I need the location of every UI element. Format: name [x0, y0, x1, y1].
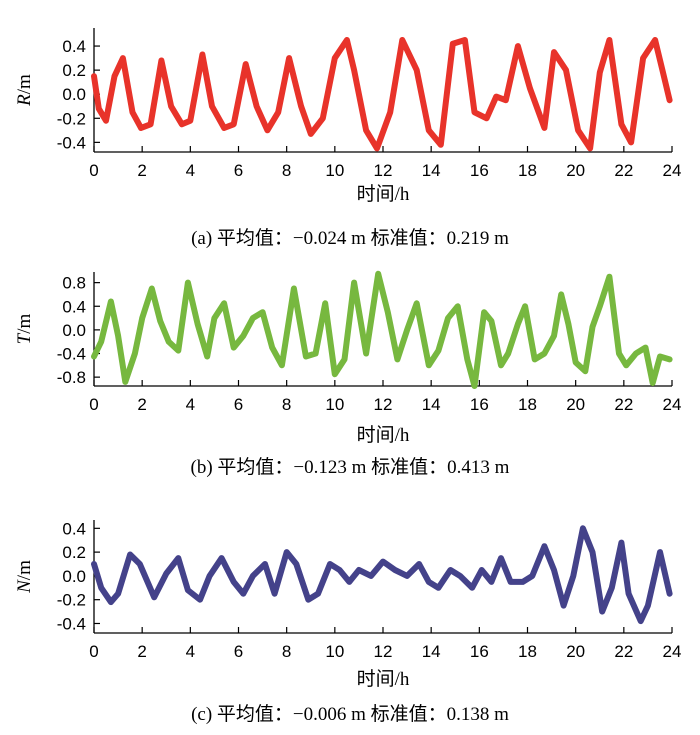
y-tick-label: -0.8 [57, 368, 86, 387]
x-tick-label: 6 [234, 161, 243, 180]
x-tick-label: 6 [234, 395, 243, 414]
x-tick-label: 24 [663, 161, 682, 180]
panel-caption: (b) 平均值：−0.123 m 标准值：0.413 m [191, 456, 510, 478]
x-tick-label: 20 [566, 161, 585, 180]
x-tick-label: 8 [282, 161, 291, 180]
x-tick-label: 12 [374, 395, 393, 414]
panel-caption: (a) 平均值：−0.024 m 标准值：0.219 m [191, 227, 509, 249]
x-tick-label: 24 [663, 395, 682, 414]
y-tick-label: 0.2 [62, 543, 86, 562]
x-tick-label: 10 [325, 395, 344, 414]
x-tick-label: 2 [137, 395, 146, 414]
series-line [91, 37, 673, 152]
x-axis-label: 时间/h [357, 668, 410, 690]
y-tick-label: -0.2 [57, 591, 86, 610]
y-axis-label: T/m [14, 313, 35, 344]
x-tick-label: 18 [518, 161, 537, 180]
y-axis-variable: R [14, 94, 35, 107]
x-tick-label: 14 [422, 395, 441, 414]
x-tick-label: 0 [89, 161, 98, 180]
y-axis-unit: /m [14, 313, 35, 333]
y-tick-label: 0.0 [62, 567, 86, 586]
x-axis-label: 时间/h [357, 424, 410, 446]
panel-a: 0 2 4 6 8 10 12 14 16 18 20 22 240.40.20.0-0.2-0.4R/… [14, 28, 681, 249]
y-tick-label: 0.8 [62, 274, 86, 293]
y-tick-label: 0.4 [62, 37, 86, 56]
x-tick-label: 10 [325, 642, 344, 661]
x-tick-label: 2 [137, 642, 146, 661]
y-tick-label: 0.0 [62, 85, 86, 104]
x-tick-label: 16 [470, 161, 489, 180]
x-tick-label: 16 [470, 642, 489, 661]
x-tick-label: 4 [186, 161, 195, 180]
x-tick-label: 18 [518, 642, 537, 661]
y-axis-label: N/m [14, 560, 35, 594]
x-tick-label: 12 [374, 642, 393, 661]
panel-caption: (c) 平均值：−0.006 m 标准值：0.138 m [191, 703, 509, 725]
x-tick-label: 22 [614, 395, 633, 414]
series-line [91, 270, 673, 389]
x-tick-label: 14 [422, 642, 441, 661]
x-tick-label: 0 [89, 395, 98, 414]
y-axis-unit: /m [14, 560, 35, 580]
x-tick-label: 22 [614, 642, 633, 661]
x-axis-label: 时间/h [357, 183, 410, 205]
series-line [91, 525, 673, 625]
x-tick-label: 2 [137, 161, 146, 180]
y-tick-label: -0.4 [57, 345, 86, 364]
y-tick-label: 0.0 [62, 321, 86, 340]
x-tick-label: 14 [422, 161, 441, 180]
x-tick-label: 24 [663, 642, 682, 661]
x-tick-label: 18 [518, 395, 537, 414]
y-tick-label: 0.4 [62, 297, 86, 316]
y-tick-label: 0.4 [62, 519, 86, 538]
x-tick-label: 12 [374, 161, 393, 180]
x-tick-label: 20 [566, 395, 585, 414]
x-tick-label: 20 [566, 642, 585, 661]
y-axis-label: R/m [14, 74, 35, 107]
y-axis-variable: N [14, 579, 35, 594]
x-tick-label: 10 [325, 161, 344, 180]
y-tick-label: -0.2 [57, 109, 86, 128]
x-tick-label: 4 [186, 395, 195, 414]
x-tick-label: 4 [186, 642, 195, 661]
y-axis-unit: /m [14, 74, 35, 94]
y-tick-label: 0.2 [62, 61, 86, 80]
y-axis-variable: T [14, 332, 35, 344]
x-tick-label: 8 [282, 395, 291, 414]
y-tick-label: -0.4 [57, 133, 86, 152]
x-tick-label: 22 [614, 161, 633, 180]
x-tick-label: 8 [282, 642, 291, 661]
panel-c: 0 2 4 6 8 10 12 14 16 18 20 22 240.40.20.0-0.2-0.4N/… [14, 519, 681, 725]
x-tick-label: 6 [234, 642, 243, 661]
x-tick-label: 16 [470, 395, 489, 414]
x-tick-label: 0 [89, 642, 98, 661]
y-tick-label: -0.4 [57, 614, 86, 633]
panel-b: 0 2 4 6 8 10 12 14 16 18 20 22 240.80.40.0-0.4-0.8T/… [14, 270, 682, 478]
